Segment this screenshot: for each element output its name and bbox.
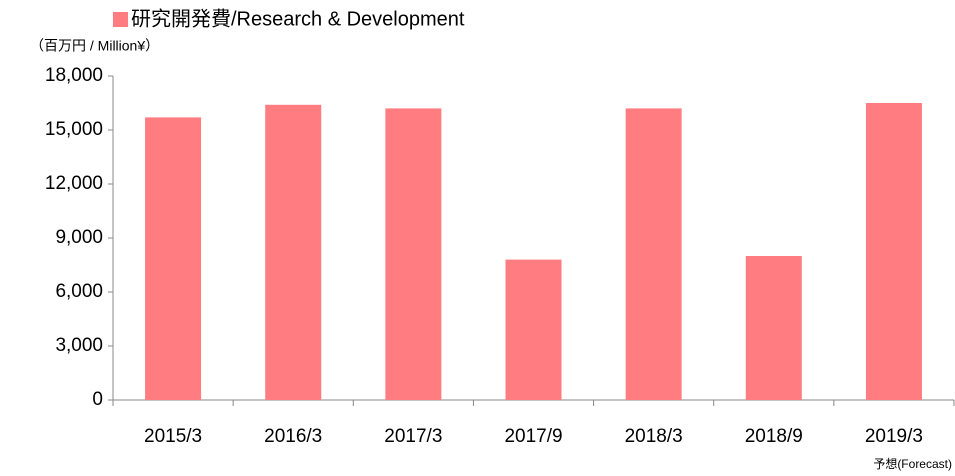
x-tick-label: 2015/3	[144, 426, 202, 447]
x-tick-label: 2018/3	[625, 426, 683, 447]
y-tick-label: 6,000	[55, 281, 103, 302]
y-axis-label: （百万円 / Million¥）	[30, 38, 159, 54]
bar	[145, 117, 202, 401]
bar	[625, 108, 682, 401]
x-tick-label: 2016/3	[264, 426, 322, 447]
x-tick-label: 2017/9	[504, 426, 562, 447]
bar	[385, 108, 442, 401]
y-tick-label: 15,000	[45, 119, 103, 140]
annotation: 予想(Forecast)	[873, 456, 952, 471]
y-tick-label: 12,000	[45, 173, 103, 194]
y-tick-label: 3,000	[55, 335, 103, 356]
x-tick-label: 2017/3	[384, 426, 442, 447]
bar	[265, 104, 322, 401]
bar	[745, 256, 802, 400]
x-tick-label: 2019/3	[865, 426, 923, 447]
chart-title: 研究開発費/Research & Development	[131, 7, 465, 30]
legend-swatch	[113, 12, 128, 27]
y-tick-label: 0	[92, 389, 103, 410]
y-tick-label: 18,000	[45, 65, 103, 86]
x-tick-label: 2018/9	[745, 426, 803, 447]
bar	[505, 259, 562, 400]
bar	[865, 103, 922, 400]
y-tick-label: 9,000	[55, 227, 103, 248]
